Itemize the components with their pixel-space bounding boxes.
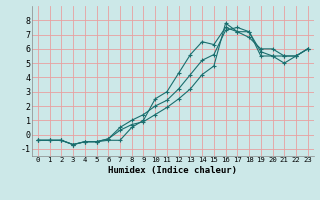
X-axis label: Humidex (Indice chaleur): Humidex (Indice chaleur) <box>108 166 237 175</box>
